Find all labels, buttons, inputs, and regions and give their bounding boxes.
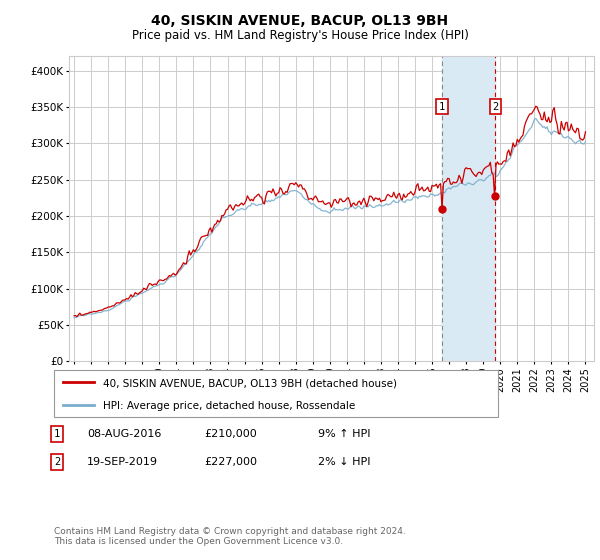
- Text: £227,000: £227,000: [204, 457, 257, 467]
- Text: £210,000: £210,000: [204, 429, 257, 439]
- Point: [437, 204, 447, 213]
- FancyBboxPatch shape: [54, 370, 498, 417]
- Text: 40, SISKIN AVENUE, BACUP, OL13 9BH: 40, SISKIN AVENUE, BACUP, OL13 9BH: [151, 14, 449, 28]
- Text: HPI: Average price, detached house, Rossendale: HPI: Average price, detached house, Ross…: [103, 402, 355, 411]
- Bar: [442, 56, 495, 361]
- Text: 2: 2: [54, 457, 60, 467]
- Text: 2% ↓ HPI: 2% ↓ HPI: [318, 457, 371, 467]
- Text: 2: 2: [492, 102, 499, 112]
- Text: 40, SISKIN AVENUE, BACUP, OL13 9BH (detached house): 40, SISKIN AVENUE, BACUP, OL13 9BH (deta…: [103, 379, 397, 389]
- Text: Contains HM Land Registry data © Crown copyright and database right 2024.
This d: Contains HM Land Registry data © Crown c…: [54, 526, 406, 546]
- Point: [490, 192, 500, 200]
- Text: 08-AUG-2016: 08-AUG-2016: [87, 429, 161, 439]
- Text: 19-SEP-2019: 19-SEP-2019: [87, 457, 158, 467]
- Text: Price paid vs. HM Land Registry's House Price Index (HPI): Price paid vs. HM Land Registry's House …: [131, 29, 469, 42]
- Text: 1: 1: [54, 429, 60, 439]
- Text: 9% ↑ HPI: 9% ↑ HPI: [318, 429, 371, 439]
- Text: 1: 1: [439, 102, 445, 112]
